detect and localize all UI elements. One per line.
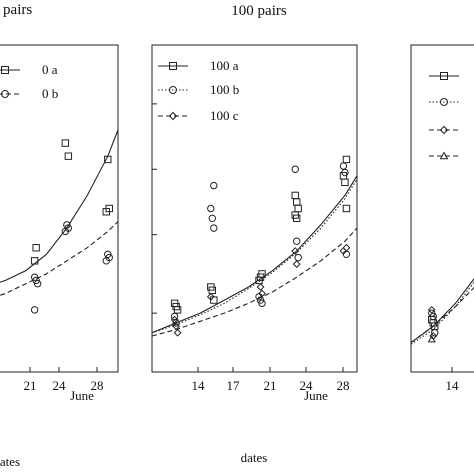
shared-xlabel: dates — [241, 450, 268, 465]
panel-2-legend-marker — [168, 111, 178, 121]
panel-1-point-square — [61, 139, 70, 147]
panel-2-point-circle — [210, 181, 218, 190]
panel-2-point-diamond — [172, 322, 181, 331]
panel-2-point-diamond — [291, 247, 300, 255]
panel-2-point-diamond — [342, 243, 351, 252]
panel-2-point-square — [210, 296, 218, 304]
panel-2-point-diamond — [206, 292, 215, 301]
panel-3-fit-line — [410, 286, 474, 344]
panel-2-xtick-label: 21 — [264, 378, 277, 393]
panel-1-legend-marker — [1, 66, 9, 74]
panel-1-legend-marker — [1, 90, 9, 98]
panel-2-legend-marker — [169, 86, 177, 94]
panel-1-xlabel: June — [70, 388, 94, 403]
panel-3-point-triangle — [427, 335, 436, 343]
panel-1-point-circle — [102, 257, 110, 265]
panel-2-point-square — [291, 191, 299, 200]
panel-2-xtick-label: 28 — [337, 378, 350, 393]
panel-1-frame — [0, 44, 119, 373]
panel-2-point-square — [208, 286, 216, 294]
panel-2-point-circle — [342, 250, 351, 258]
panel-1-legend-label: 0 a — [42, 62, 58, 77]
panel-2-xtick-label: 17 — [227, 378, 241, 393]
panel-3-frame — [410, 44, 474, 373]
panel-2-point-diamond — [256, 283, 265, 291]
panel-2-legend-label: 100 b — [210, 82, 239, 97]
panel-2-point-circle — [293, 237, 301, 245]
panel-1-point-square — [102, 208, 110, 216]
panel-2-title: 100 pairs — [231, 3, 287, 19]
panel-3-legend-marker — [440, 72, 448, 80]
panel-3-fit-line — [410, 277, 474, 344]
panel-3-legend-marker — [439, 151, 449, 160]
panel-2-xtick-label: 14 — [192, 378, 206, 393]
panel-2-legend-label: 100 c — [210, 108, 239, 123]
panel-1-fit-line — [0, 221, 119, 296]
panel-2-point-circle — [172, 319, 180, 327]
panel-2-point-square — [342, 204, 351, 213]
panel-2-point-square — [293, 214, 301, 223]
panel-1-point-circle — [30, 306, 39, 314]
panel-2-point-circle — [207, 204, 215, 213]
panel-2-xtick-label: 24 — [300, 378, 314, 393]
panel-1-xtick-label: 24 — [53, 378, 67, 393]
panel-1-point-square — [64, 152, 73, 160]
panel-3-legend-marker — [440, 98, 448, 106]
panel-1-xtick-label: 21 — [24, 378, 37, 393]
panel-3-fit-line — [410, 281, 474, 345]
panel-2-point-circle — [258, 299, 266, 308]
panel-3-point-circle — [429, 312, 437, 321]
panel-2-point-circle — [208, 214, 216, 223]
panel-2-legend-marker — [169, 62, 177, 70]
panel-2-point-circle — [291, 165, 299, 173]
panel-1-title: 0 pairs — [0, 2, 32, 18]
panel-2-point-circle — [210, 224, 218, 232]
panel-1-point-square — [32, 244, 40, 252]
panel-1-point-square — [104, 155, 112, 164]
panel-2-point-square — [173, 306, 182, 314]
panel-1-xtick-label: 28 — [91, 378, 104, 393]
panel-1-point-circle — [61, 227, 70, 236]
panel-2-point-circle — [341, 168, 349, 177]
panel-3-point-circle — [431, 329, 439, 337]
panel-2-point-square — [341, 178, 349, 187]
panel-2-point-square — [258, 270, 266, 278]
panel-2-point-diamond — [170, 315, 179, 324]
panel-2-point-square — [293, 198, 301, 206]
panel-1-point-square — [30, 257, 39, 265]
panel-2-point-circle — [294, 253, 302, 262]
panel-2-fit-line — [151, 227, 358, 337]
panel-2-fit-line — [151, 175, 358, 334]
panel-2-point-diamond — [339, 247, 348, 255]
left-partial-xlabel: ates — [0, 454, 20, 469]
panel-2-xlabel: June — [304, 388, 328, 403]
panel-2-point-diamond — [258, 289, 266, 298]
panel-2-point-diamond — [173, 328, 182, 337]
panel-3-xtick-label: 14 — [446, 378, 460, 393]
panel-2-point-diamond — [292, 260, 301, 268]
panel-1-legend-label: 0 b — [42, 86, 58, 101]
panel-1-fit-line — [0, 129, 119, 283]
panel-2-point-circle — [339, 162, 348, 170]
panel-2-frame — [151, 44, 358, 373]
panel-3-point-diamond — [427, 305, 436, 314]
panel-2-legend-label: 100 a — [210, 58, 239, 73]
panel-2-point-square — [342, 155, 351, 164]
panel-3-legend-marker — [439, 125, 449, 135]
panel-2-point-square — [294, 204, 302, 213]
panel-1-point-circle — [33, 280, 42, 288]
